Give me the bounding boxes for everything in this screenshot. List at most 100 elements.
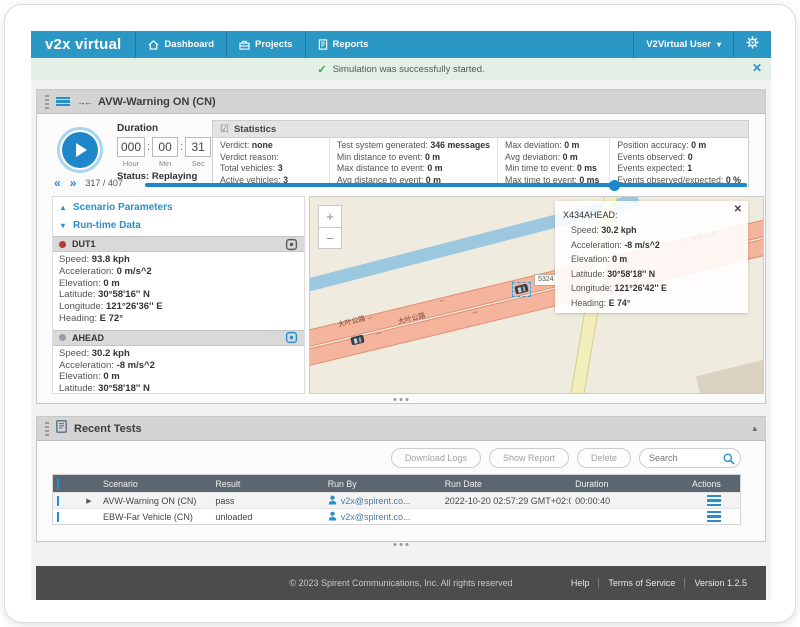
row-expander[interactable]: ▶ xyxy=(86,497,92,505)
show-report-button[interactable]: Show Report xyxy=(488,448,569,468)
user-menu[interactable]: V2Virtual User ▾ xyxy=(633,31,733,58)
nav-item-reports[interactable]: Reports xyxy=(304,31,381,58)
statistics-column: Verdict: none Verdict reason: Total vehi… xyxy=(213,138,330,188)
cell-scenario: AVW-Warning ON (CN) xyxy=(103,495,197,506)
chevron-down-icon: ▾ xyxy=(61,221,66,230)
nav-label: Projects xyxy=(255,39,293,50)
simulation-map[interactable]: 南纪·可城公路 大叶公路 ← → 大叶公路 ← → ← 大叶公路 5324 X4… xyxy=(309,196,764,394)
recent-tests-title: Recent Tests xyxy=(74,422,142,435)
gear-icon xyxy=(746,35,759,54)
nav-item-projects[interactable]: Projects xyxy=(226,31,305,58)
row-actions-menu[interactable] xyxy=(706,511,721,522)
help-link[interactable]: Help xyxy=(570,578,590,588)
user-menu-label: V2Virtual User xyxy=(646,39,711,50)
person-icon xyxy=(328,495,337,507)
vehicle-data-dut1: Speed: 93.8 kph Acceleration: 0 m/s^2 El… xyxy=(59,254,163,324)
row-checkbox[interactable] xyxy=(57,511,59,522)
panel-menu-icon[interactable] xyxy=(56,96,70,107)
track-vehicle-icon[interactable] xyxy=(285,238,298,251)
timeline-slider[interactable] xyxy=(145,179,747,191)
timeline-thumb[interactable] xyxy=(608,179,620,191)
alert-close-icon[interactable]: ✕ xyxy=(751,61,762,75)
reports-icon xyxy=(318,39,328,50)
briefcase-icon xyxy=(239,40,250,50)
duration-hour: 000 xyxy=(117,137,146,157)
search-input[interactable] xyxy=(639,448,741,468)
document-icon xyxy=(56,419,67,438)
map-direction-arrow: → xyxy=(373,327,383,338)
cell-run-by: v2x@spirent.co... xyxy=(324,511,441,523)
cell-run-by: v2x@spirent.co... xyxy=(324,495,441,507)
collapse-chevron-icon[interactable]: ▴ xyxy=(752,423,757,433)
table-row[interactable]: ▶ AVW-Warning ON (CN) pass v2x@spirent.c… xyxy=(53,492,740,508)
top-navbar: v2x virtual Dashboard Projects Reports V… xyxy=(31,31,771,58)
checkbox-icon: ☑ xyxy=(220,123,229,135)
app-card: v2x virtual Dashboard Projects Reports V… xyxy=(4,4,796,623)
play-button[interactable] xyxy=(57,127,103,173)
duration-min: 00 xyxy=(152,137,179,157)
vehicle-header-dut1: DUT1 xyxy=(53,236,304,252)
terms-link[interactable]: Terms of Service xyxy=(598,578,684,588)
frame-counter: 317 / 407 xyxy=(85,178,123,188)
row-checkbox[interactable] xyxy=(57,495,59,506)
tooltip-title: X434AHEAD: xyxy=(563,210,618,220)
vehicle-selection-box xyxy=(512,282,531,297)
settings-button[interactable] xyxy=(733,31,771,58)
alert-message: Simulation was successfully started. xyxy=(332,63,485,75)
search-box xyxy=(639,448,741,468)
recent-tests-header: Recent Tests ▴ xyxy=(37,417,765,441)
statistics-column: Max deviation: 0 m Avg deviation: 0 m Mi… xyxy=(498,138,611,188)
vehicle-tooltip: X434AHEAD: ✕ Speed: 30.2 kph Acceleratio… xyxy=(555,201,748,313)
map-building xyxy=(695,354,763,393)
select-all-checkbox[interactable] xyxy=(57,477,59,490)
tooltip-close-icon[interactable]: ✕ xyxy=(733,204,742,215)
recent-tests-panel: Recent Tests ▴ Download Logs Show Report… xyxy=(36,416,766,546)
panel-resize-handle[interactable] xyxy=(393,398,409,401)
cell-result: pass xyxy=(215,495,235,506)
nav-label: Dashboard xyxy=(164,39,215,50)
vehicle-data-ahead: Speed: 30.2 kph Acceleration: -8 m/s^2 E… xyxy=(59,347,155,394)
track-vehicle-icon[interactable] xyxy=(285,331,298,344)
map-zoom-controls: + − xyxy=(318,205,342,249)
play-icon xyxy=(76,143,87,157)
chevron-up-icon: ▴ xyxy=(61,203,66,212)
runtime-data-toggle[interactable]: ▾ Run-time Data xyxy=(61,220,141,231)
row-actions-menu[interactable] xyxy=(706,495,721,506)
nav-item-dashboard[interactable]: Dashboard xyxy=(135,31,226,58)
map-direction-arrow: → xyxy=(469,306,479,317)
status-text: Status: Replaying xyxy=(117,171,198,182)
table-row[interactable]: EBW-Far Vehicle (CN) unloaded v2x@spiren… xyxy=(53,508,740,524)
drag-grip-icon[interactable] xyxy=(45,94,49,109)
footer-links: Help Terms of Service Version 1.2.5 xyxy=(562,578,766,588)
brand-logo[interactable]: v2x virtual xyxy=(45,36,122,53)
scenario-parameters-toggle[interactable]: ▴ Scenario Parameters xyxy=(61,202,173,213)
forward-button[interactable]: » xyxy=(69,176,77,190)
duration-label: Duration xyxy=(117,123,159,134)
scenario-title: AVW-Warning ON (CN) xyxy=(98,95,216,108)
merge-arrows-icon: →← xyxy=(77,96,93,107)
panel-resize-handle[interactable] xyxy=(393,543,409,546)
statistics-box: ☑ Statistics Verdict: none Verdict reaso… xyxy=(212,120,749,188)
nav-label: Reports xyxy=(332,39,369,50)
statistics-column: Test system generated: 346 messages Min … xyxy=(330,138,498,188)
home-icon xyxy=(148,39,159,50)
vehicle-header-ahead: AHEAD xyxy=(53,329,304,346)
duration-sec: 31 xyxy=(185,137,212,157)
runtime-sidebar: ▴ Scenario Parameters ▾ Run-time Data DU… xyxy=(52,196,305,394)
search-icon xyxy=(723,452,735,470)
rewind-button[interactable]: « xyxy=(54,176,61,190)
zoom-in-button[interactable]: + xyxy=(318,205,342,227)
scenario-panel: →← AVW-Warning ON (CN) Duration 000 Hour … xyxy=(36,89,766,404)
playback-controls: « » 317 / 407 xyxy=(54,176,123,190)
drag-grip-icon[interactable] xyxy=(45,421,49,436)
person-icon xyxy=(328,511,337,523)
delete-button[interactable]: Delete xyxy=(576,448,631,468)
recent-tests-body: Download Logs Show Report Delete Scenari… xyxy=(37,448,765,548)
cell-result: unloaded xyxy=(215,511,253,522)
download-logs-button[interactable]: Download Logs xyxy=(390,448,481,468)
zoom-out-button[interactable]: − xyxy=(318,227,342,249)
cell-run-date: 2022-10-20 02:57:29 GMT+02:00 xyxy=(444,495,572,506)
vehicle-dot xyxy=(59,334,66,342)
